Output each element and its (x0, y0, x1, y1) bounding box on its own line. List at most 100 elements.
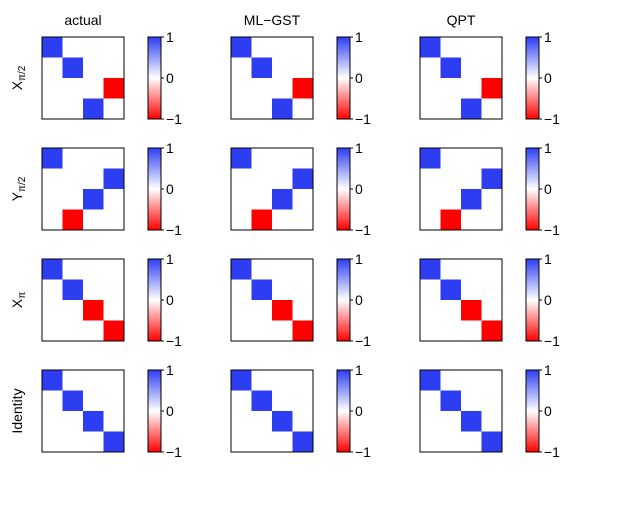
matrix-cell (292, 168, 313, 189)
matrix-cell (42, 148, 63, 169)
matrix-cell (83, 300, 104, 321)
colorbar-tick-label: −1 (544, 111, 560, 127)
colorbar-tick-label: 0 (544, 181, 552, 197)
matrix-cell (420, 370, 441, 391)
matrix-cell (42, 37, 63, 58)
colorbar-tick-label: 1 (544, 362, 552, 378)
matrix-cell (461, 411, 482, 432)
colorbar-tick-label: 1 (355, 251, 363, 267)
colorbar: 1 0 −1 (336, 140, 371, 238)
matrix-cell (440, 209, 461, 230)
svg-text:Xπ: Xπ (9, 292, 28, 308)
matrix-cell (461, 300, 482, 321)
matrix-cell (62, 390, 83, 411)
column-title: ML−GST (244, 12, 301, 28)
colorbar-gradient (336, 369, 351, 453)
matrix-cell (481, 78, 502, 99)
colorbar: 1 0 −1 (147, 29, 182, 127)
matrix-cell (461, 98, 482, 119)
matrix-panel (230, 258, 314, 342)
colorbar-tick-label: −1 (166, 444, 182, 460)
matrix-cell (292, 78, 313, 99)
row-label-subscript: π (17, 292, 28, 299)
matrix-cell (83, 98, 104, 119)
matrix-cell (272, 98, 293, 119)
colorbar: 1 0 −1 (147, 140, 182, 238)
matrix-frame (41, 36, 125, 120)
colorbar-gradient (147, 258, 162, 342)
colorbar-gradient (147, 147, 162, 231)
matrix-frame (419, 258, 503, 342)
colorbar-tick-label: −1 (544, 222, 560, 238)
matrix-frame (41, 369, 125, 453)
colorbar-tick-label: −1 (166, 222, 182, 238)
colorbar-tick-label: 1 (166, 140, 174, 156)
row-label-base: X (9, 80, 25, 90)
row-label-base: Identity (9, 388, 25, 433)
matrix-cell (103, 320, 124, 341)
matrix-frame (230, 369, 314, 453)
matrix-frame (419, 147, 503, 231)
colorbar-tick-label: −1 (355, 111, 371, 127)
matrix-cell (42, 370, 63, 391)
matrix-cell (231, 370, 252, 391)
colorbar: 1 0 −1 (147, 362, 182, 460)
row-label-base: Y (9, 191, 25, 201)
matrix-panel (230, 147, 314, 231)
matrix-cell (292, 431, 313, 452)
colorbar-tick-label: 0 (166, 403, 174, 419)
colorbar-tick-label: −1 (166, 111, 182, 127)
matrix-frame (41, 258, 125, 342)
colorbar-gradient (525, 369, 540, 453)
matrix-panel (230, 36, 314, 120)
matrix-panel (41, 147, 125, 231)
row-label: Yπ/2 (9, 176, 28, 201)
matrix-cell (292, 320, 313, 341)
svg-text:Yπ/2: Yπ/2 (9, 176, 28, 201)
matrix-panel (419, 258, 503, 342)
colorbar-tick-label: 0 (166, 181, 174, 197)
colorbar-tick-label: 1 (355, 29, 363, 45)
colorbar-tick-label: −1 (166, 333, 182, 349)
matrix-panel (41, 369, 125, 453)
matrix-panel (41, 36, 125, 120)
colorbar-tick-label: 0 (544, 292, 552, 308)
row-label: Xπ/2 (9, 65, 28, 90)
matrix-frame (41, 147, 125, 231)
matrix-cell (420, 37, 441, 58)
matrix-cell (231, 259, 252, 280)
matrix-cell (83, 411, 104, 432)
colorbar: 1 0 −1 (525, 251, 560, 349)
colorbar-gradient (147, 36, 162, 120)
matrix-cell (461, 189, 482, 210)
matrix-frame (419, 36, 503, 120)
colorbar-tick-label: 1 (355, 362, 363, 378)
colorbar-tick-label: −1 (355, 333, 371, 349)
matrix-cell (440, 390, 461, 411)
matrix-cell (481, 168, 502, 189)
matrix-panel (419, 36, 503, 120)
colorbar-tick-label: −1 (355, 444, 371, 460)
matrix-cell (103, 168, 124, 189)
colorbar-tick-label: 0 (166, 292, 174, 308)
svg-text:Identity: Identity (9, 388, 25, 433)
colorbar-tick-label: 0 (544, 70, 552, 86)
colorbar-gradient (336, 147, 351, 231)
matrix-cell (272, 411, 293, 432)
matrix-cell (481, 320, 502, 341)
colorbar: 1 0 −1 (147, 251, 182, 349)
colorbar-tick-label: 1 (544, 140, 552, 156)
colorbar-tick-label: 0 (355, 292, 363, 308)
colorbar: 1 0 −1 (336, 362, 371, 460)
colorbar-gradient (525, 147, 540, 231)
matrix-cell (272, 300, 293, 321)
matrix-frame (230, 36, 314, 120)
row-label-subscript: π/2 (17, 65, 28, 81)
matrix-cell (420, 148, 441, 169)
colorbar-tick-label: 1 (166, 362, 174, 378)
matrix-cell (251, 209, 272, 230)
matrix-panel (419, 147, 503, 231)
matrix-panel (41, 258, 125, 342)
colorbar-gradient (147, 369, 162, 453)
matrix-cell (103, 431, 124, 452)
